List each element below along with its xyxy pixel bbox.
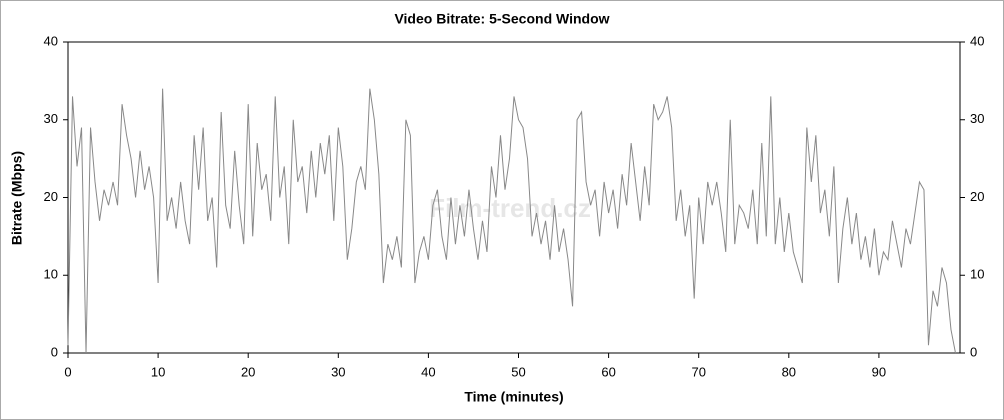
y-tick-label: 40	[44, 33, 58, 48]
y2-tick-label: 0	[970, 344, 977, 359]
y2-tick-label: 10	[970, 267, 984, 282]
x-axis-label: Time (minutes)	[464, 389, 563, 405]
y2-tick-label: 20	[970, 189, 984, 204]
x-tick-label: 0	[64, 364, 71, 379]
x-tick-label: 10	[151, 364, 165, 379]
x-tick-label: 70	[691, 364, 705, 379]
y-tick-label: 30	[44, 111, 58, 126]
x-tick-label: 90	[872, 364, 886, 379]
series-line	[67, 88, 956, 354]
y-axis-label: Bitrate (Mbps)	[9, 151, 25, 245]
x-tick-label: 80	[782, 364, 796, 379]
x-tick-label: 60	[601, 364, 615, 379]
x-tick-label: 40	[421, 364, 435, 379]
watermark: Film-trend.cz	[429, 193, 591, 223]
chart-title: Video Bitrate: 5-Second Window	[394, 11, 609, 27]
y-tick-label: 20	[44, 189, 58, 204]
y-tick-label: 0	[51, 344, 58, 359]
x-tick-label: 30	[331, 364, 345, 379]
y2-tick-label: 40	[970, 33, 984, 48]
x-tick-label: 50	[511, 364, 525, 379]
y2-tick-label: 30	[970, 111, 984, 126]
x-tick-label: 20	[241, 364, 255, 379]
y-tick-label: 10	[44, 267, 58, 282]
